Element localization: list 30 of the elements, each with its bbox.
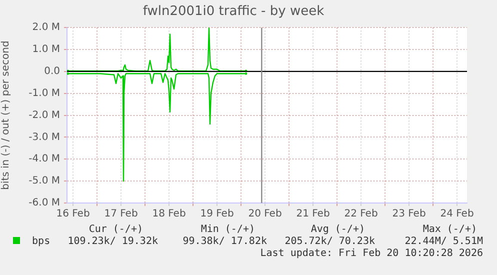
text: 22.44M/ 5.51M [404,236,483,247]
y-tick-label: -1.0 M [28,88,60,99]
y-tick-label: -3.0 M [28,132,60,143]
text: Last update: Fri Feb 20 10:20:28 2026 [260,248,483,259]
y-tick-label: 2.0 M [32,22,60,34]
x-tick-label: 17 Feb [104,208,138,220]
chart-title: fwln2001i0 traffic - by week [142,4,325,20]
text: Max (-/+) [422,224,477,235]
x-tick-label: 20 Feb [248,208,282,220]
x-tick-label: 22 Feb [344,208,378,220]
x-tick-label: 16 Feb [56,208,90,220]
text: Min (-/+) [200,224,255,235]
y-tick-label: 1.0 M [32,44,60,56]
y-tick-label: -5.0 M [28,176,60,187]
text: 205.72k/ 70.23k [284,236,375,247]
x-tick-label: 23 Feb [392,208,426,220]
y-tick-label: -2.0 M [28,110,60,121]
y-tick-label: -4.0 M [28,154,60,165]
text: Cur (-/+) [88,224,143,235]
x-tick-label: 24 Feb [440,208,474,220]
text: 109.23k/ 19.32k [68,236,158,247]
x-tick-label: 18 Feb [152,208,186,220]
text: 99.38k/ 17.82k [182,236,267,247]
y-tick-label: -6.0 M [28,198,60,209]
text: Avg (-/+) [310,224,365,235]
y-axis-title: bits in (-) / out (+) per second [0,40,12,190]
x-tick-label: 21 Feb [296,208,330,220]
x-tick-label: 19 Feb [200,208,234,220]
legend-label: bps [31,236,50,247]
y-tick-label: 0.0 [44,66,60,78]
